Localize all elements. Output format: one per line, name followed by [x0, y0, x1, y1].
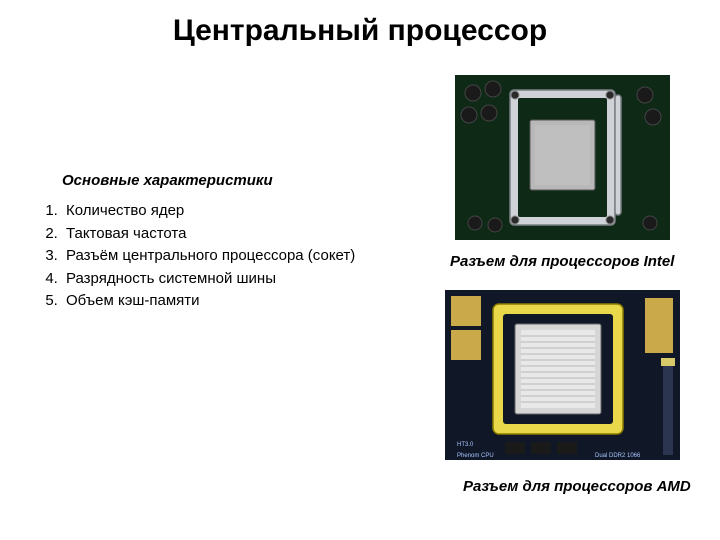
silk-label: Phenom CPU	[457, 453, 494, 459]
silk-label: Dual DDR2 1066	[595, 453, 641, 459]
amd-caption: Разъем для процессоров AMD	[463, 478, 691, 495]
list-item: Разрядность системной шины	[62, 268, 355, 291]
silk-label: HT3.0	[457, 442, 474, 448]
intel-socket-image	[455, 75, 670, 240]
characteristics-list: Количество ядер Тактовая частота Разъём …	[32, 200, 355, 313]
characteristics-heading: Основные характеристики	[62, 172, 273, 189]
list-item: Количество ядер	[62, 200, 355, 223]
list-item: Тактовая частота	[62, 223, 355, 246]
slide-title: Центральный процессор	[0, 14, 720, 48]
list-item: Разъём центрального процессора (сокет)	[62, 245, 355, 268]
list-item: Объем кэш-памяти	[62, 290, 355, 313]
intel-caption: Разъем для процессоров Intel	[450, 253, 674, 270]
amd-socket-image: HT3.0 Phenom CPU Dual DDR2 1066	[445, 290, 680, 460]
